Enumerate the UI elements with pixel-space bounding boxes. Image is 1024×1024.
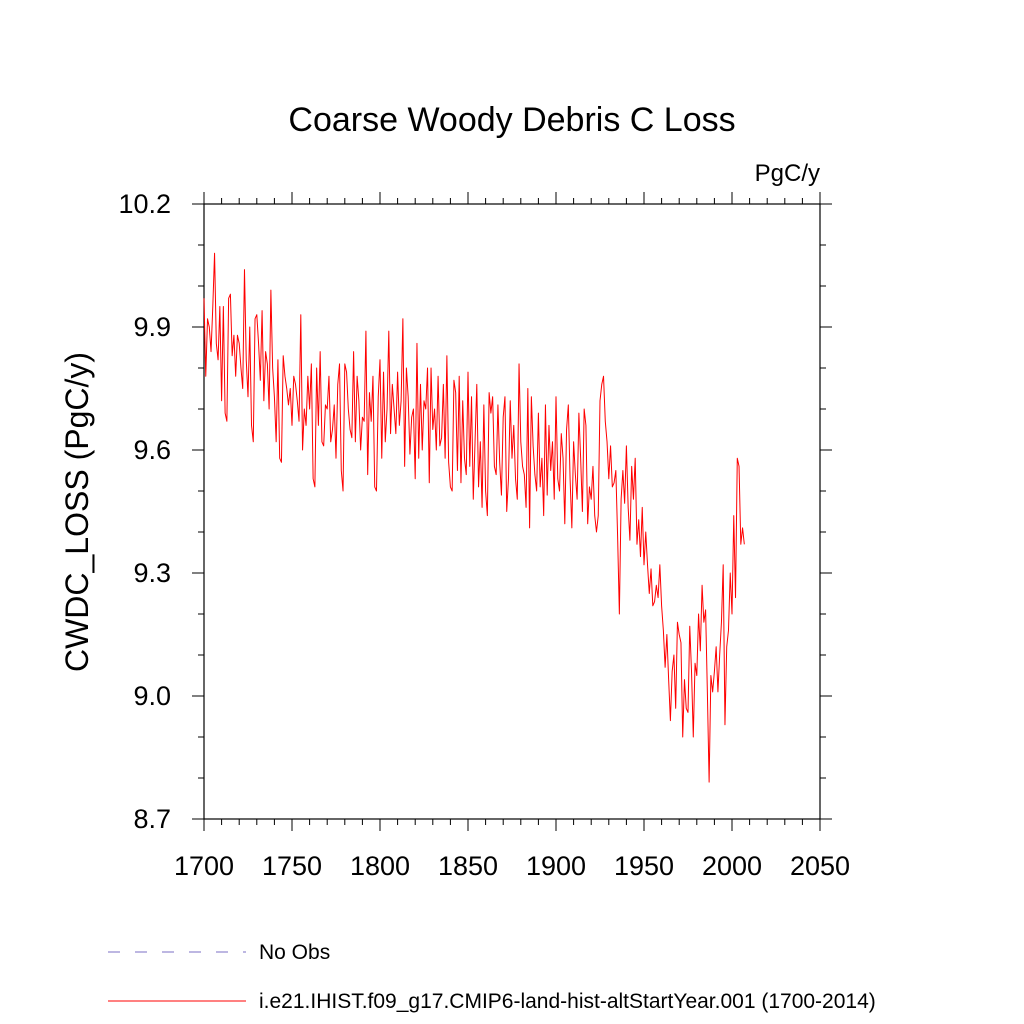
plot-frame <box>203 203 821 820</box>
y-tick-label: 9.3 <box>133 558 171 588</box>
y-axis-label: CWDC_LOSS (PgC/y) <box>59 352 95 672</box>
legend-label: i.e21.IHIST.f09_g17.CMIP6-land-hist-altS… <box>259 990 876 1013</box>
x-tick-label: 2000 <box>702 851 762 881</box>
y-tick-label: 9.6 <box>133 435 171 465</box>
x-tick-label: 1950 <box>614 851 674 881</box>
x-tick-label: 2050 <box>790 851 850 881</box>
x-tick-label: 1800 <box>350 851 410 881</box>
tick-labels: 1700 1750 1800 1850 1900 1950 2000 2050 8.7 9.0 9.… <box>118 189 850 881</box>
x-tick-label: 1900 <box>526 851 586 881</box>
series-layer <box>203 252 745 783</box>
chart-title: Coarse Woody Debris C Loss <box>288 101 735 139</box>
minor-ticks <box>198 198 826 825</box>
y-tick-label: 10.2 <box>118 189 171 219</box>
series-line <box>203 252 745 783</box>
x-tick-label: 1700 <box>174 851 234 881</box>
y-tick-label: 9.9 <box>133 312 171 342</box>
legend: No Obs i.e21.IHIST.f09_g17.CMIP6-land-his… <box>108 941 876 1013</box>
legend-label: No Obs <box>259 941 330 964</box>
units-label: PgC/y <box>755 160 820 187</box>
x-tick-label: 1850 <box>438 851 498 881</box>
y-tick-label: 9.0 <box>133 681 171 711</box>
x-tick-label: 1750 <box>262 851 322 881</box>
y-tick-label: 8.7 <box>133 804 171 834</box>
major-ticks <box>192 192 832 831</box>
